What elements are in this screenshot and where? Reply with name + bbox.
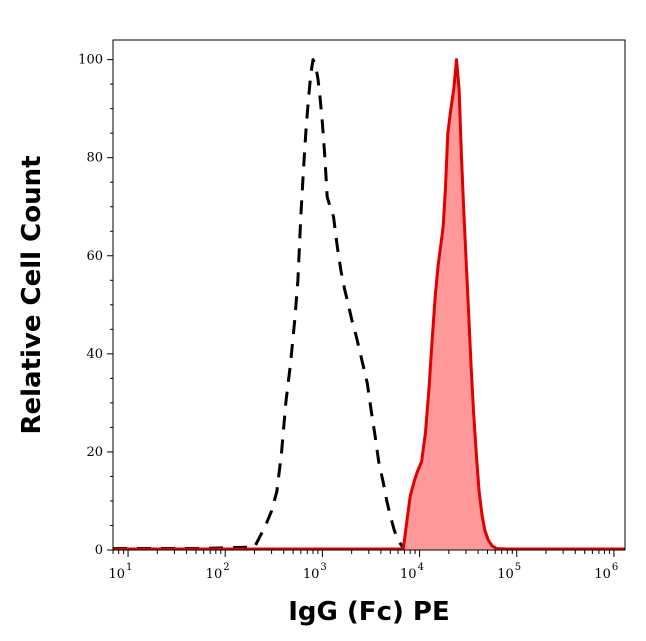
y-tick-label-100: 100: [78, 53, 103, 68]
x-tick-exponent-3: 3: [320, 562, 326, 573]
x-tick-label-1: 10: [109, 567, 126, 582]
y-tick-label-40: 40: [86, 347, 103, 362]
x-tick-label-6: 10: [594, 567, 611, 582]
y-tick-label-60: 60: [86, 249, 103, 264]
y-tick-label-0: 0: [95, 543, 103, 558]
plot-frame: [112, 39, 626, 551]
x-tick-label-4: 10: [400, 567, 417, 582]
x-tick-label-2: 10: [206, 567, 223, 582]
x-tick-exponent-1: 1: [126, 562, 132, 573]
series-1-fill: [113, 59, 625, 550]
x-tick-exponent-2: 2: [223, 562, 229, 573]
x-tick-label-5: 10: [497, 567, 514, 582]
y-axis-title: Relative Cell Count: [17, 155, 47, 434]
series-1-line: [113, 58, 625, 551]
series-0-line: [113, 58, 406, 550]
x-tick-exponent-4: 4: [418, 562, 424, 573]
y-tick-label-80: 80: [86, 151, 103, 166]
plot-area: [113, 58, 625, 551]
x-tick-exponent-6: 6: [612, 562, 618, 573]
x-tick-label-3: 10: [303, 567, 320, 582]
y-tick-label-20: 20: [86, 445, 103, 460]
x-tick-exponent-5: 5: [515, 562, 521, 573]
x-axis-title: IgG (Fc) PE: [288, 597, 449, 627]
